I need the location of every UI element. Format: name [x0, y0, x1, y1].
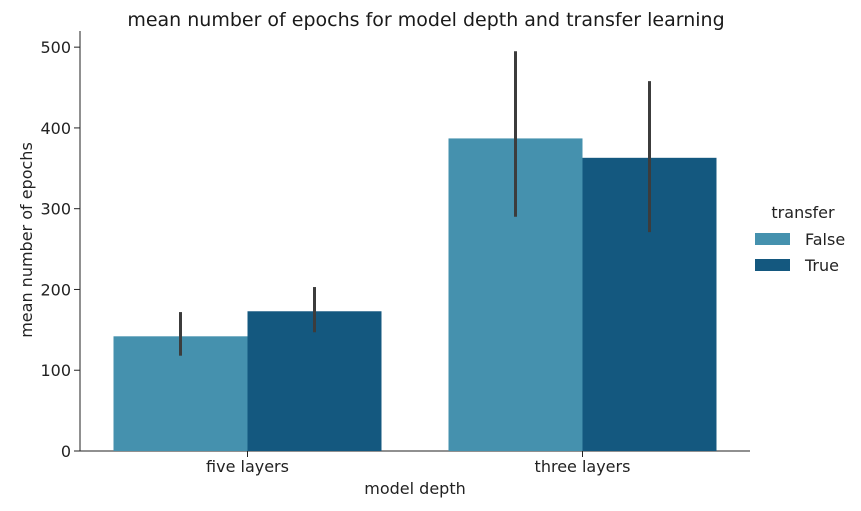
y-tick-label: 400 — [40, 119, 71, 138]
y-axis-title: mean number of epochs — [17, 142, 36, 338]
legend-items: False True — [755, 230, 845, 275]
legend-swatch — [755, 259, 790, 271]
x-axis-title: model depth — [364, 479, 465, 498]
error-bars — [179, 51, 651, 356]
y-tick-label: 200 — [40, 280, 71, 299]
legend-label: False — [805, 230, 845, 249]
y-axis: 0 100 200 300 400 500 — [40, 31, 81, 461]
x-tick-label: three layers — [535, 457, 631, 476]
y-tick-label: 0 — [61, 442, 71, 461]
legend-label: True — [804, 256, 839, 275]
bar — [247, 311, 382, 451]
bars — [113, 138, 717, 452]
chart-title: mean number of epochs for model depth an… — [127, 9, 724, 31]
x-tick-label: five layers — [206, 457, 289, 476]
legend-swatch — [755, 233, 790, 245]
legend: transfer False True — [755, 203, 845, 275]
y-tick-label: 100 — [40, 361, 71, 380]
y-tick-label: 300 — [40, 200, 71, 219]
y-tick-label: 500 — [40, 38, 71, 57]
legend-title: transfer — [771, 203, 835, 222]
x-axis: five layers three layers — [80, 450, 750, 476]
